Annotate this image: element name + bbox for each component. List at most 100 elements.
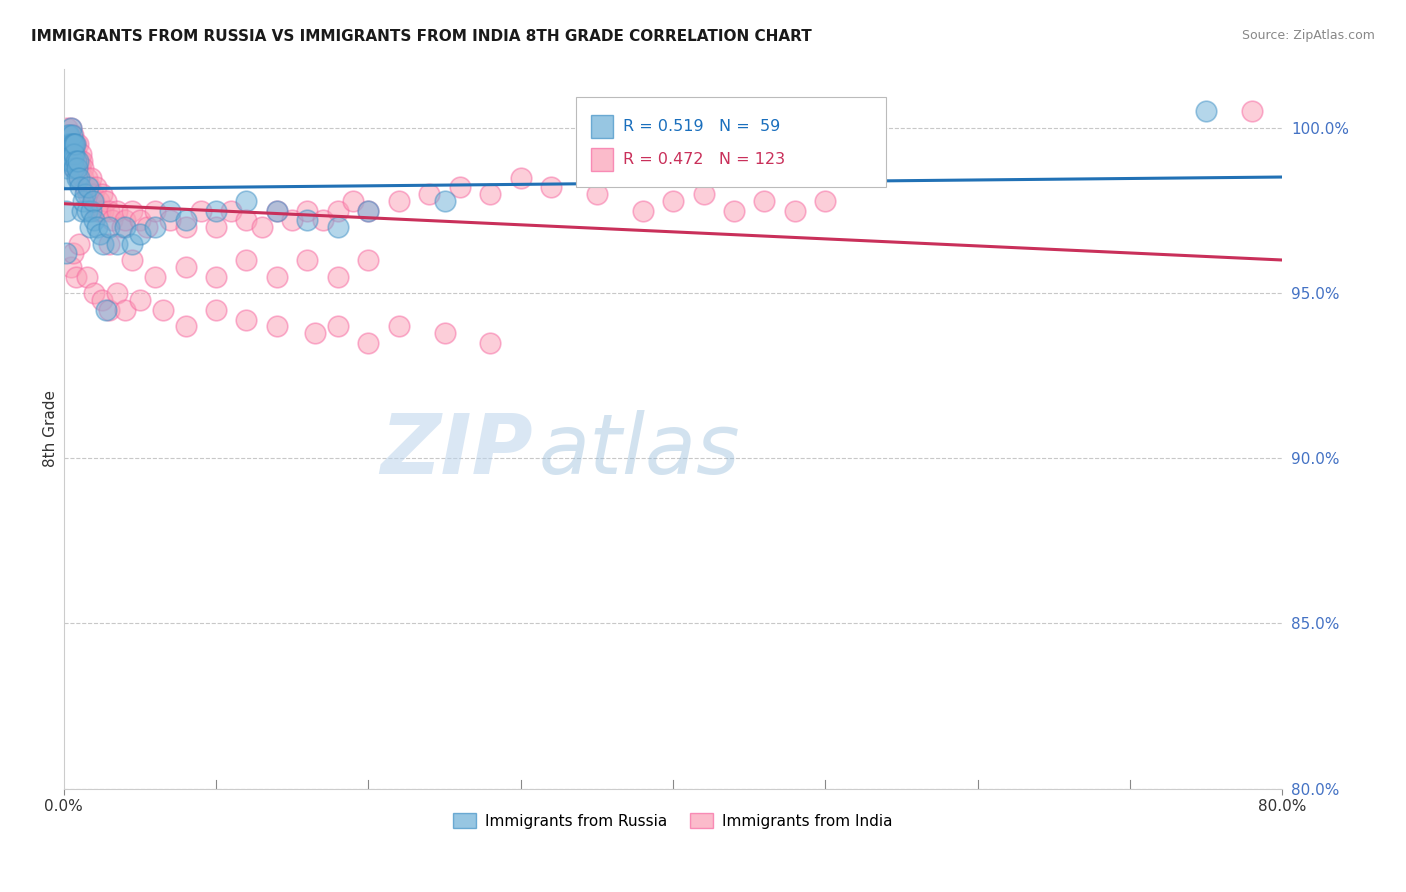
Point [152,302,174,317]
Point [69,180,91,194]
Point [662,194,685,208]
Point [357,253,380,268]
Point [70,203,93,218]
Point [56,128,79,142]
Point [128,293,150,307]
Point [89,203,111,218]
Text: ZIP: ZIP [380,409,533,491]
Point [60,128,83,142]
Point [90,187,112,202]
Point [63,137,86,152]
Point [59,120,82,135]
Point [143,220,166,235]
Point [62,137,84,152]
Point [58,137,80,152]
Point [73,180,96,194]
Point [62,153,84,168]
Point [60,137,83,152]
Point [449,180,471,194]
Point [266,319,288,334]
Text: R = 0.519   N =  59: R = 0.519 N = 59 [623,119,780,134]
Point [60,153,83,168]
Point [357,335,380,350]
Point [72,161,94,175]
Point [63,153,86,168]
Point [82,187,104,202]
Point [60,137,83,152]
Point [83,194,105,208]
Point [58,153,80,168]
Point [128,227,150,241]
Point [55,128,77,142]
Point [98,203,121,218]
Point [297,253,319,268]
Point [67,170,90,185]
Point [86,203,108,218]
Point [91,236,114,251]
Point [76,203,98,218]
Point [62,147,84,161]
Point [205,220,228,235]
Point [723,203,745,218]
Point [219,203,242,218]
Point [62,137,84,152]
Point [86,220,108,235]
Point [59,120,82,135]
Point [754,194,776,208]
Point [540,180,562,194]
Point [66,161,89,175]
Text: IMMIGRANTS FROM RUSSIA VS IMMIGRANTS FROM INDIA 8TH GRADE CORRELATION CHART: IMMIGRANTS FROM RUSSIA VS IMMIGRANTS FRO… [31,29,811,44]
Point [174,319,197,334]
FancyBboxPatch shape [575,97,886,187]
Point [59,260,82,274]
Point [73,187,96,202]
Point [70,147,93,161]
Point [98,302,121,317]
Point [96,302,118,317]
Point [388,194,411,208]
Point [58,128,80,142]
Point [98,236,121,251]
Point [357,203,380,218]
Point [55,137,77,152]
Point [58,128,80,142]
Point [60,137,83,152]
Point [67,236,90,251]
Point [1195,104,1218,119]
Legend: Immigrants from Russia, Immigrants from India: Immigrants from Russia, Immigrants from … [447,806,898,835]
Point [304,326,326,340]
Point [143,269,166,284]
Point [89,227,111,241]
Point [235,213,257,227]
Point [63,137,86,152]
Point [433,326,456,340]
Point [205,302,228,317]
Point [101,213,124,227]
Point [69,153,91,168]
Point [62,137,84,152]
Point [56,137,79,152]
Point [63,147,86,161]
Point [814,194,837,208]
Point [63,161,86,175]
Point [66,153,89,168]
Point [77,187,100,202]
Y-axis label: 8th Grade: 8th Grade [44,390,58,467]
Point [174,260,197,274]
Point [205,269,228,284]
Point [62,128,84,142]
Point [250,220,273,235]
Point [55,246,77,260]
Point [357,203,380,218]
Point [62,246,84,260]
Point [82,194,104,208]
Point [159,213,181,227]
Point [342,194,364,208]
Point [174,213,197,227]
Point [84,180,107,194]
Point [96,194,118,208]
Point [65,153,87,168]
Point [59,137,82,152]
Point [65,147,87,161]
Point [326,220,349,235]
